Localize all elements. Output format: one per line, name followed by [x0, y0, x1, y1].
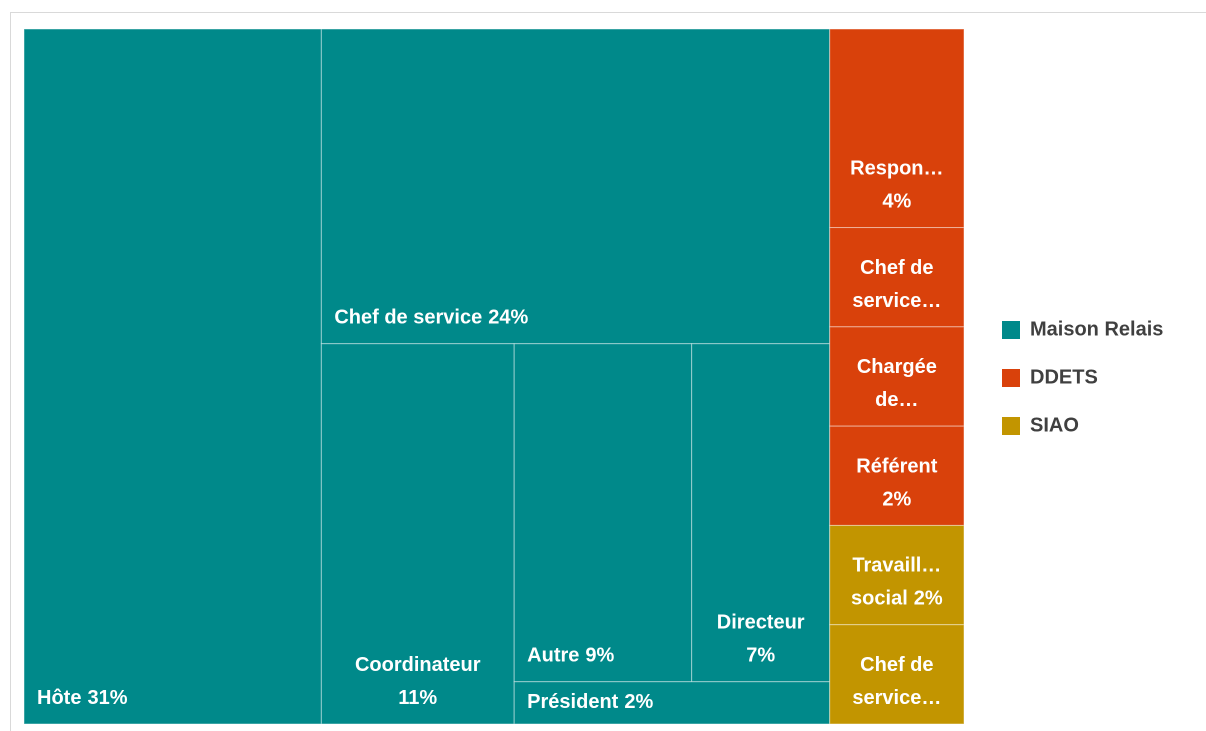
tile-rect: [23, 28, 322, 725]
legend-label: SIAO: [1030, 414, 1079, 436]
tile-label: Respon… 4%: [850, 158, 943, 213]
tile-value-label: 9%: [585, 645, 614, 667]
tile-label: Référent 2%: [856, 456, 937, 511]
tile-name: Chef de: [860, 257, 933, 279]
tile-name: Coordinateur: [355, 654, 481, 676]
tile-name: social: [851, 588, 908, 610]
tile-rect: [691, 343, 831, 683]
legend-label: Maison Relais: [1030, 318, 1163, 340]
tile-value-label: 7%: [746, 645, 775, 667]
tile-rect: [513, 343, 693, 683]
tile-label: Directeur 7%: [717, 612, 805, 667]
tile-label: Président 2%: [527, 691, 653, 713]
legend-swatch: [1002, 417, 1020, 435]
tile: Chargée de…: [829, 326, 965, 427]
tile: Directeur 7%: [691, 343, 831, 683]
tile-name: service…: [852, 687, 941, 709]
tile-rect: [829, 28, 965, 229]
tile-value-label: 11%: [398, 687, 437, 709]
legend-swatch: [1002, 321, 1020, 339]
tile-name: Directeur: [717, 612, 805, 634]
tile-rect: [829, 326, 965, 427]
tile-name: Chef de: [860, 654, 933, 676]
tile-name: Président: [527, 691, 618, 713]
tile-value-label: 31%: [87, 687, 127, 709]
tile-label: Chargée de…: [857, 356, 937, 411]
tile-name: Référent: [856, 456, 937, 478]
tile-label: Autre 9%: [527, 645, 614, 667]
tile: Autre 9%: [513, 343, 693, 683]
tile: Chef de service…: [829, 624, 965, 725]
tile-name: Respon…: [850, 158, 943, 180]
tile-rect: [829, 227, 965, 328]
tile-rect: [829, 624, 965, 725]
tile-value-label: 2%: [624, 691, 653, 713]
tile: Hôte 31%: [23, 28, 322, 725]
tile-rect: [320, 28, 831, 345]
tile-name: Travaill…: [852, 555, 941, 577]
tile-value-label: 24%: [488, 307, 528, 329]
tile: Président 2%: [513, 681, 831, 725]
tile-label: Chef de service…: [852, 257, 941, 312]
tile-label: Chef de service 24%: [334, 307, 528, 329]
tile-value-label: 2%: [882, 489, 911, 511]
tile-label: Coordinateur 11%: [355, 654, 481, 709]
tile-label: Travaill… social 2%: [851, 555, 943, 610]
tile-rect: [829, 425, 965, 526]
tile: Chef de service 24%: [320, 28, 831, 345]
tile-rect: [320, 343, 515, 725]
legend-swatch: [1002, 369, 1020, 387]
tile: Coordinateur 11%: [320, 343, 515, 725]
tile: Chef de service…: [829, 227, 965, 328]
tile-name: Chef de service: [334, 307, 482, 329]
tile-rect: [829, 524, 965, 626]
tile: Respon… 4%: [829, 28, 965, 229]
tile: Travaill… social 2%: [829, 524, 965, 626]
tile-label: Chef de service…: [852, 654, 941, 709]
tile-name: service…: [852, 290, 941, 312]
tile: Référent 2%: [829, 425, 965, 526]
tile-rect: [513, 681, 831, 725]
tile-name: Autre: [527, 645, 579, 667]
tile-name: de…: [875, 389, 918, 411]
tile-value-label: 2%: [914, 588, 943, 610]
tile-label: Hôte 31%: [37, 687, 128, 709]
tile-name: Chargée: [857, 356, 937, 378]
legend-label: DDETS: [1030, 366, 1098, 388]
tile-value-label: 4%: [882, 191, 911, 213]
chart-frame: [10, 12, 1206, 731]
tile-name: Hôte: [37, 687, 81, 709]
